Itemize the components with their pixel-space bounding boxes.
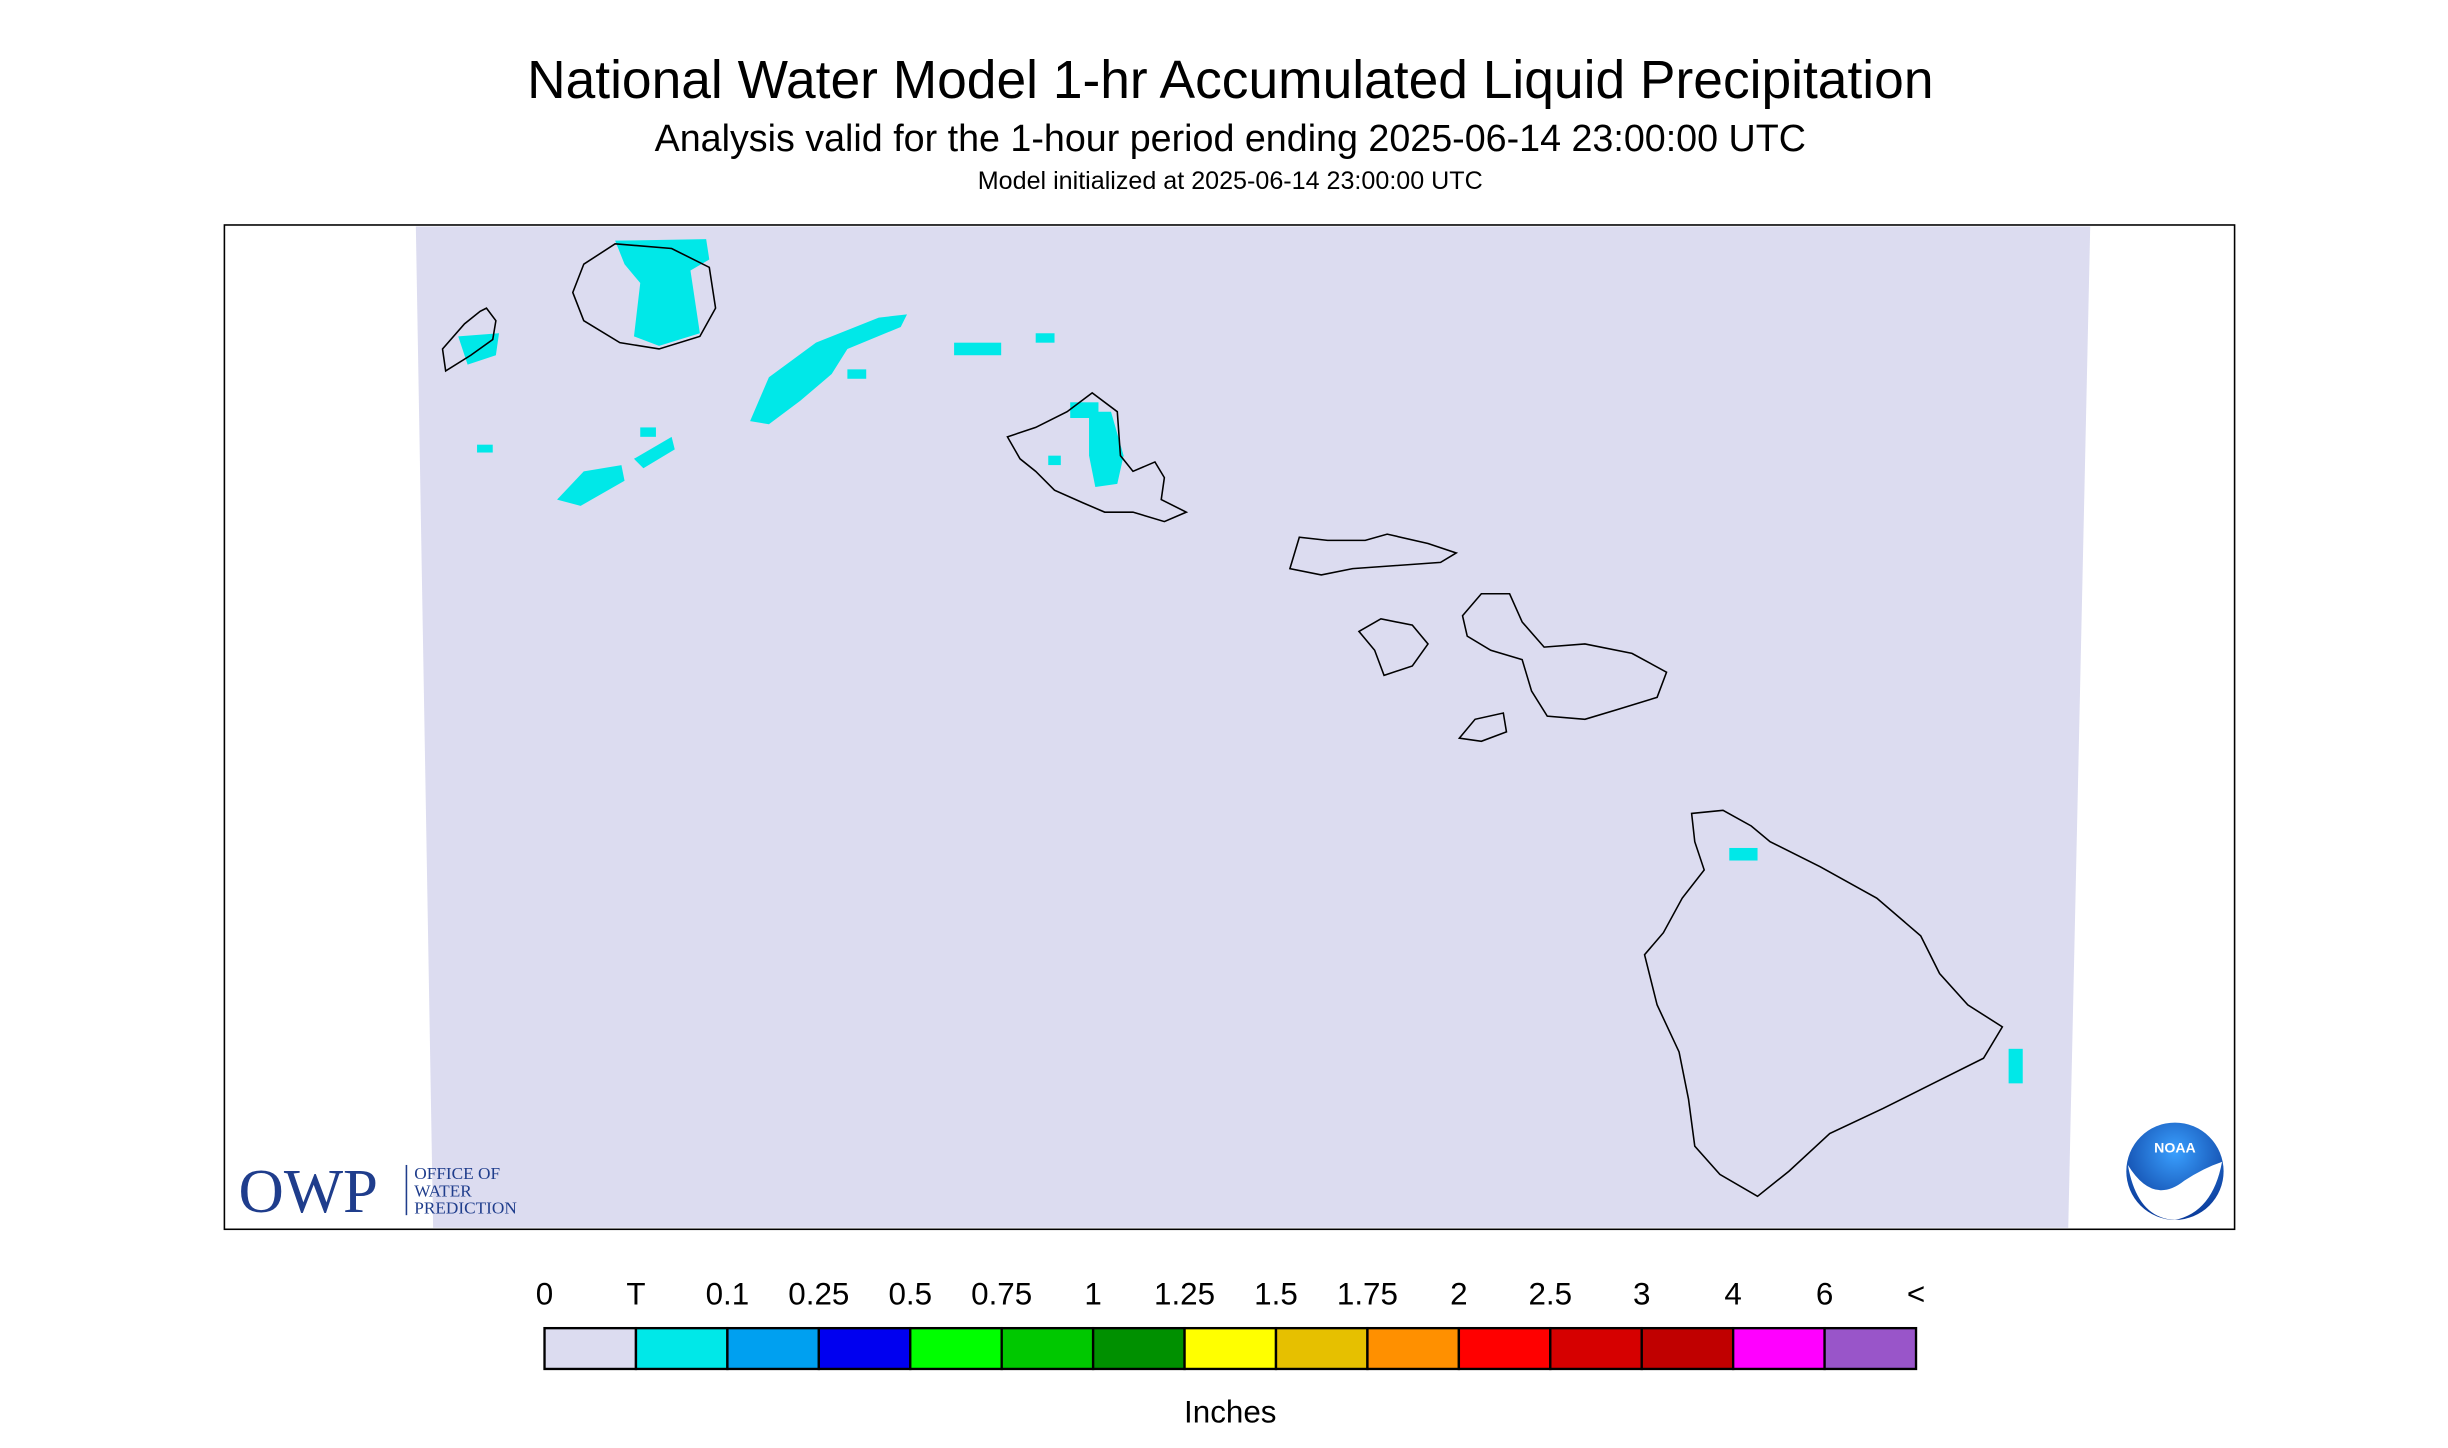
colorbar-swatch bbox=[634, 1326, 729, 1371]
colorbar-label: 1.75 bbox=[1337, 1277, 1398, 1312]
colorbar-swatch bbox=[1457, 1326, 1552, 1371]
owp-line: OFFICE OF bbox=[414, 1164, 500, 1183]
colorbar-swatch bbox=[726, 1326, 821, 1371]
colorbar-label: 1.25 bbox=[1154, 1277, 1215, 1312]
colorbar-swatch bbox=[1640, 1326, 1735, 1371]
noaa-text: NOAA bbox=[2154, 1139, 2196, 1155]
colorbar-label: 0.1 bbox=[706, 1277, 750, 1312]
colorbar-label: 2 bbox=[1450, 1277, 1467, 1312]
colorbar-swatch bbox=[1183, 1326, 1278, 1371]
colorbar: 0 T 0.1 0.25 0.5 0.75 1 1.25 1.5 1.75 2 2.5 3 4 6 < bbox=[536, 1277, 1925, 1371]
colorbar-label: 1 bbox=[1084, 1277, 1101, 1312]
colorbar-label: T bbox=[626, 1277, 645, 1312]
subtitle: Analysis valid for the 1-hour period end… bbox=[655, 117, 1806, 159]
owp-line: WATER bbox=[414, 1181, 472, 1200]
colorbar-label: 0.5 bbox=[888, 1277, 932, 1312]
colorbar-swatch bbox=[1731, 1326, 1826, 1371]
colorbar-unit: Inches bbox=[1184, 1394, 1276, 1429]
colorbar-swatch bbox=[817, 1326, 912, 1371]
colorbar-label: 0.75 bbox=[971, 1277, 1032, 1312]
init-note: Model initialized at 2025-06-14 23:00:00… bbox=[978, 167, 1483, 195]
colorbar-label: 3 bbox=[1633, 1277, 1650, 1312]
owp-logo: OWP OFFICE OF WATER PREDICTION bbox=[239, 1156, 518, 1226]
colorbar-swatch bbox=[1000, 1326, 1095, 1371]
island-outlines bbox=[441, 243, 2004, 1198]
colorbar-label: 2.5 bbox=[1528, 1277, 1572, 1312]
colorbar-label: 4 bbox=[1724, 1277, 1741, 1312]
owp-line: PREDICTION bbox=[414, 1199, 517, 1218]
colorbar-swatch bbox=[909, 1326, 1003, 1371]
title: National Water Model 1-hr Accumulated Li… bbox=[527, 51, 1933, 110]
precip-areas bbox=[458, 239, 2023, 1084]
colorbar-label: 0 bbox=[536, 1277, 553, 1312]
colorbar-swatch bbox=[1823, 1326, 1918, 1371]
colorbar-swatch bbox=[1274, 1326, 1369, 1371]
colorbar-swatch bbox=[543, 1326, 638, 1371]
colorbar-label: < bbox=[1907, 1277, 1925, 1312]
model-domain bbox=[415, 226, 2091, 1228]
noaa-logo: NOAA bbox=[2126, 1122, 2224, 1220]
owp-logo-text: OWP bbox=[239, 1156, 378, 1226]
colorbar-swatch bbox=[1091, 1326, 1186, 1371]
colorbar-swatch bbox=[1366, 1326, 1461, 1371]
colorbar-label: 6 bbox=[1816, 1277, 1833, 1312]
colorbar-label: 0.25 bbox=[788, 1277, 849, 1312]
colorbar-swatch bbox=[1549, 1326, 1643, 1371]
colorbar-label: 1.5 bbox=[1254, 1277, 1298, 1312]
